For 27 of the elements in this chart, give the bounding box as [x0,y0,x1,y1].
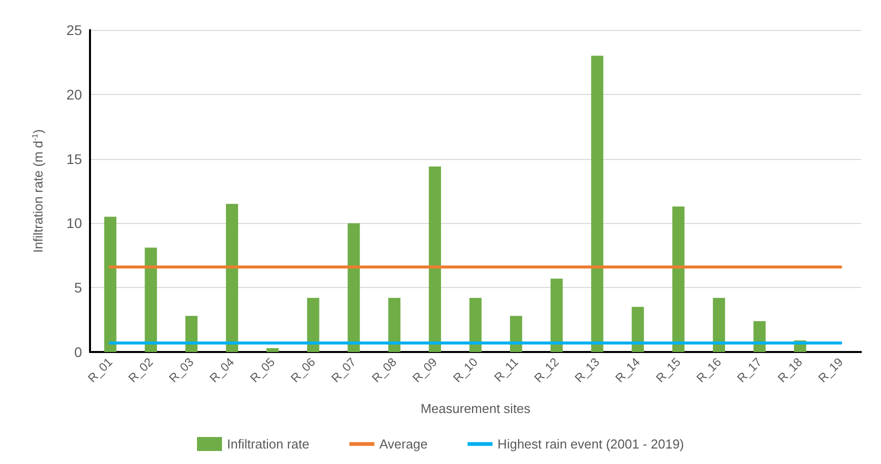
y-axis-title: Infiltration rate (m d-1) [30,129,46,253]
y-tick-label: 5 [74,280,82,296]
x-axis-title: Measurement sites [420,401,531,416]
bar [428,166,442,352]
y-tick-label: 25 [66,22,82,38]
bar [388,298,400,352]
bar [632,306,644,352]
y-tick-label: 15 [66,150,82,167]
bar [591,56,604,352]
legend-label: Highest rain event (2001 - 2019) [498,436,684,452]
bar [469,298,482,352]
bar [226,204,238,352]
bar [104,216,116,352]
bar [348,223,360,352]
bar [510,316,522,352]
legend-label: Average [379,436,428,452]
y-tick-label: 10 [66,215,82,232]
y-tick-label: 0 [74,344,82,360]
bar [672,206,684,352]
bar [712,298,726,352]
bar [266,348,279,352]
bar [307,298,320,352]
legend-label: Infiltration rate [227,436,310,452]
bar [185,316,198,352]
bar [144,248,157,352]
bar [550,278,563,352]
y-tick-label: 20 [66,86,82,102]
